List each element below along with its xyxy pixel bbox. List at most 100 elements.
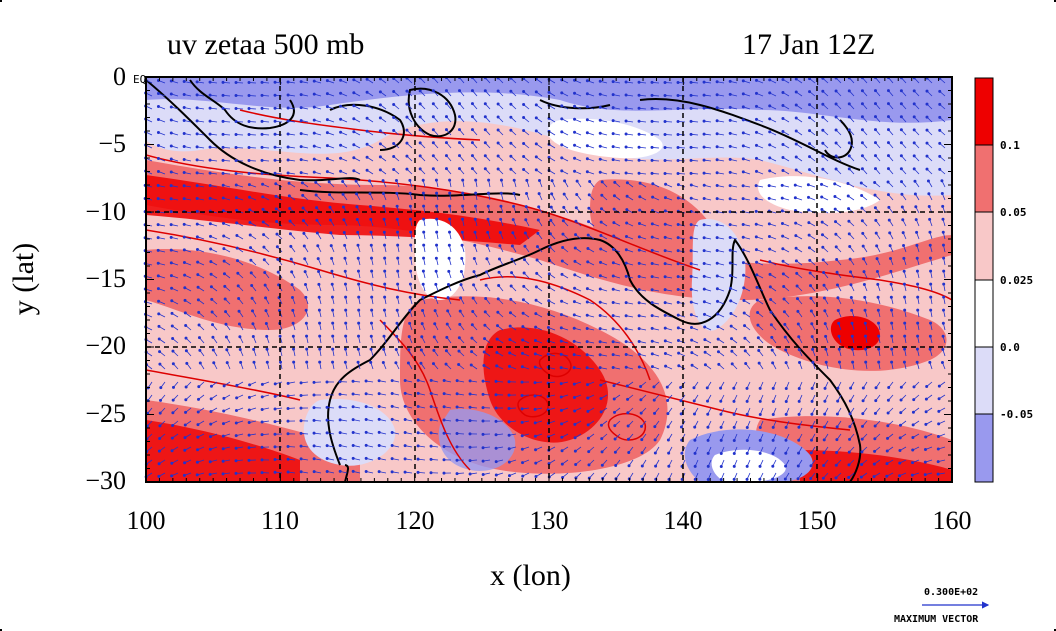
wind-vector-head: [237, 309, 241, 313]
wind-vector-head: [171, 349, 175, 353]
wind-vector-head: [481, 459, 485, 463]
wind-vector-head: [903, 308, 907, 312]
wind-vector-head: [942, 308, 946, 312]
vorticity-contours: [146, 109, 952, 471]
wind-vector-head: [208, 460, 212, 464]
wind-vector-head: [395, 217, 399, 221]
wind-vector-head: [339, 169, 343, 173]
wind-vector-head: [890, 308, 894, 312]
wind-vector-head: [612, 247, 616, 251]
wind-vector-head: [847, 154, 851, 158]
wind-vector-head: [507, 474, 511, 478]
wind-vector-head: [221, 132, 225, 136]
wind-vector-head: [546, 326, 550, 330]
wind-vector-head: [212, 361, 216, 365]
wind-vector-head: [392, 154, 396, 158]
wind-vector-head: [741, 144, 745, 148]
wind-vector-head: [394, 178, 398, 182]
wind-vector-head: [886, 411, 890, 415]
wind-vector-head: [598, 327, 602, 331]
wind-vector-head: [418, 115, 422, 119]
wind-vector-head: [377, 430, 381, 434]
wind-vector-head: [663, 326, 667, 330]
wind-vector-head: [767, 196, 771, 200]
wind-vector-head: [421, 269, 425, 273]
wind-vector-head: [890, 321, 894, 325]
wind-vector-head: [370, 282, 374, 286]
wind-vector-head: [221, 196, 225, 200]
wind-vector-head: [706, 399, 710, 403]
wind-vector-head: [650, 158, 654, 162]
wind-vector-head: [260, 132, 264, 136]
wind-vector-head: [364, 443, 368, 447]
wind-vector-head: [890, 360, 894, 364]
wind-vector-head: [299, 457, 303, 461]
wind-vector-head: [679, 425, 683, 429]
wind-vector-head: [458, 309, 462, 313]
wind-vector-head: [510, 244, 514, 248]
wind-vector-head: [195, 222, 199, 226]
wind-vector-head: [171, 337, 175, 341]
wind-vector-head: [847, 450, 851, 454]
wind-vector-head: [248, 383, 252, 387]
wind-vector-head: [247, 145, 251, 149]
wind-vector-head: [159, 398, 163, 402]
wind-vector-head: [808, 90, 812, 94]
wind-vector-head: [771, 386, 775, 390]
equator-label: EQ: [133, 73, 147, 86]
wind-vector-head: [197, 310, 201, 314]
wind-vector-head: [195, 209, 199, 213]
wind-vector-head: [512, 204, 516, 208]
wind-vector-head: [533, 394, 537, 398]
wind-vector-head: [522, 271, 526, 275]
wind-vector-head: [876, 282, 880, 286]
wind-vector-head: [689, 80, 693, 84]
wind-vector-head: [182, 144, 186, 148]
wind-vector-head: [169, 261, 173, 265]
wind-vector-head: [368, 192, 372, 196]
wind-vector-head: [370, 308, 374, 312]
wind-vector-head: [758, 412, 762, 416]
wind-vector-head: [732, 412, 736, 416]
wind-vector-head: [365, 155, 369, 159]
wind-vector-head: [377, 470, 381, 474]
wind-vector-head: [291, 334, 295, 338]
wind-vector-head: [598, 340, 602, 344]
wind-vector-head: [650, 235, 654, 239]
wind-vector-head: [689, 119, 693, 123]
wind-vector-head: [572, 326, 576, 330]
wind-vector-head: [352, 156, 356, 160]
wind-vector-head: [169, 92, 173, 96]
wind-vector-head: [474, 178, 478, 182]
wind-vector-head: [875, 244, 879, 248]
wind-vector-head: [821, 245, 825, 249]
wind-vector-head: [624, 274, 628, 278]
wind-vector-head: [429, 431, 433, 435]
wind-vector-head: [208, 222, 212, 226]
wind-vector-head: [509, 284, 513, 288]
wind-vector-head: [929, 269, 933, 273]
wind-vector-head: [325, 380, 329, 384]
wind-vector-head: [470, 336, 474, 340]
wind-vector-head: [941, 230, 945, 234]
wind-vector-head: [860, 167, 864, 171]
wind-vector-head: [639, 424, 643, 428]
wind-vector-head: [560, 156, 564, 160]
wind-vector-head: [821, 167, 825, 171]
wind-vector-head: [442, 392, 446, 396]
wind-vector-head: [521, 461, 525, 465]
wind-vector-head: [888, 244, 892, 248]
wind-vector-head: [560, 104, 564, 108]
wind-vector-head: [432, 335, 436, 339]
wind-vector-head: [351, 443, 355, 447]
wind-vector-head: [808, 116, 812, 120]
wind-vector-head: [715, 274, 719, 278]
wind-vector-head: [170, 286, 174, 290]
wind-vector-head: [585, 131, 589, 135]
wind-vector-head: [403, 378, 407, 382]
wind-vector-head: [523, 258, 527, 262]
wind-vector-head: [470, 141, 474, 145]
wind-vector-head: [689, 93, 693, 97]
wind-vector-head: [405, 141, 409, 145]
wind-vector-head: [598, 313, 602, 317]
